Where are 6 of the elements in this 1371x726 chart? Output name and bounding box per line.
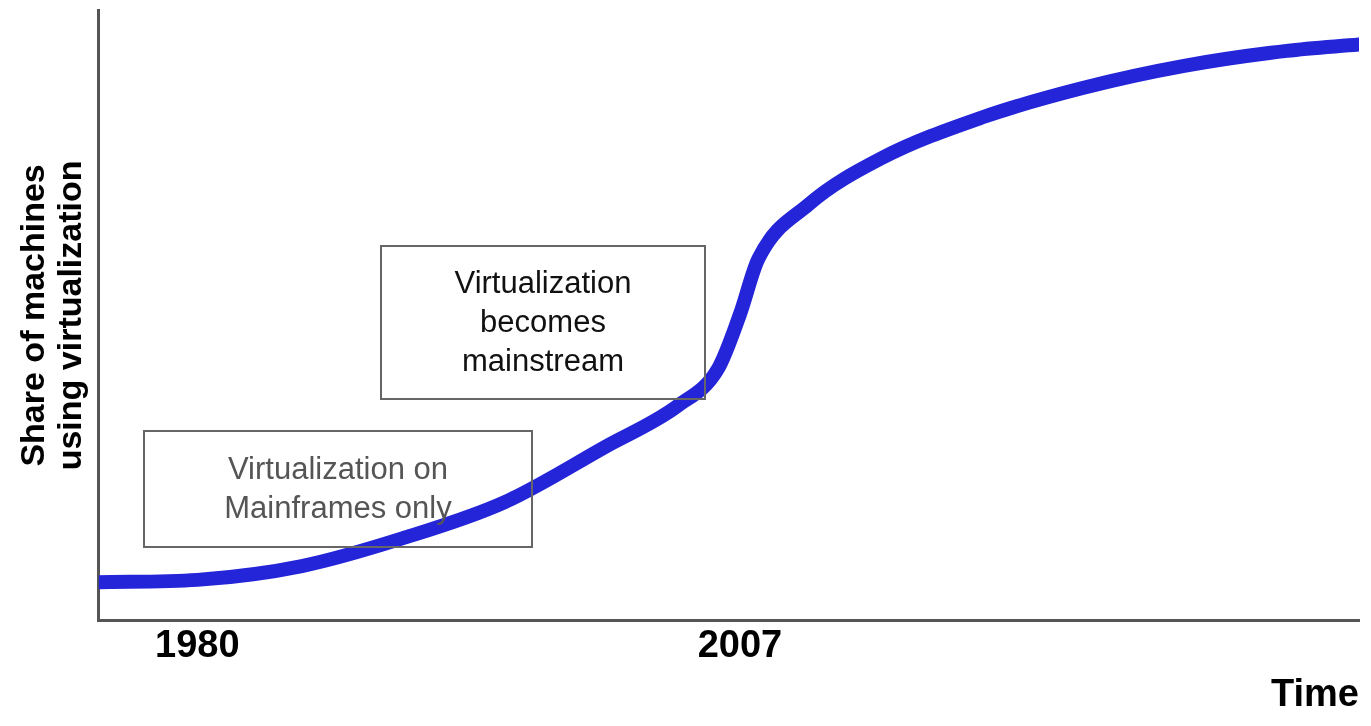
annotation: Virtualization becomes mainstream	[453, 264, 633, 380]
annotation: Virtualization on Mainframes only	[223, 450, 453, 527]
x-tick-label: 1980	[155, 623, 240, 666]
x-tick-label: 2007	[697, 623, 783, 666]
x-axis-title: Time	[1270, 671, 1359, 714]
y-axis-title: Share of machines using virtualization	[13, 160, 89, 471]
